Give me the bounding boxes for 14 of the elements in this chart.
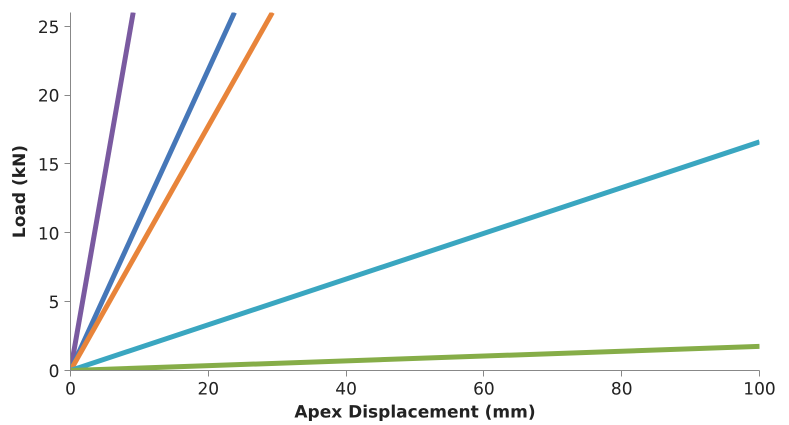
y-tick-label: 15 bbox=[38, 155, 60, 176]
y-tick-label: 0 bbox=[48, 362, 60, 382]
x-tick-label: 80 bbox=[610, 380, 633, 400]
x-tick-label: 0 bbox=[65, 380, 76, 400]
x-tick-label: 60 bbox=[473, 380, 495, 400]
x-tick-label: 100 bbox=[743, 380, 776, 400]
y-tick-label: 25 bbox=[38, 18, 60, 38]
y-tick-label: 20 bbox=[38, 86, 60, 107]
y-axis-title: Load (kN) bbox=[10, 144, 30, 238]
x-tick-label: 20 bbox=[197, 380, 220, 400]
x-tick-label: 40 bbox=[335, 380, 357, 400]
y-tick-label: 10 bbox=[38, 224, 60, 244]
x-axis-title: Apex Displacement (mm) bbox=[294, 402, 536, 422]
y-tick-label: 5 bbox=[48, 293, 60, 314]
